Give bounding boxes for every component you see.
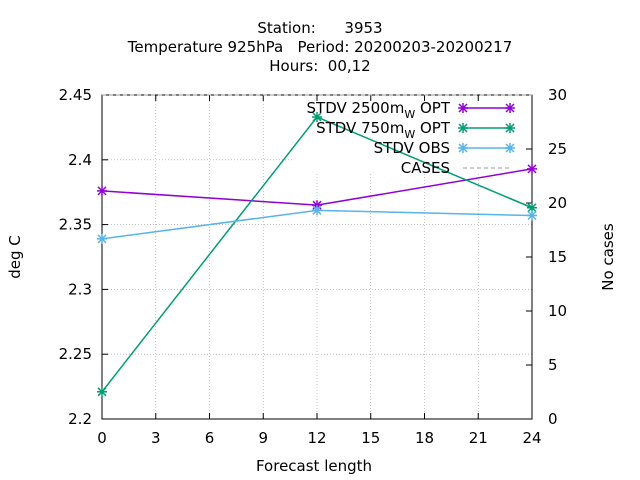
title-line-2: Temperature 925hPa Period: 20200203-2020… <box>127 38 513 56</box>
x-axis-ticks: 0 3 6 9 12 15 18 21 24 <box>97 95 542 447</box>
legend-label: STDV 2500mW OPT <box>307 99 451 121</box>
y-axis-ticks: 2.2 2.25 2.3 2.35 2.4 2.45 <box>59 86 108 428</box>
y-axis-label: deg C <box>6 235 24 279</box>
x-tick-label: 0 <box>97 429 107 447</box>
legend-label-main: STDV 2500m <box>307 99 405 117</box>
x-tick-label: 18 <box>415 429 434 447</box>
title-line-3: Hours: 00,12 <box>269 57 370 75</box>
y2-axis-ticks: 0 5 10 15 20 25 30 <box>526 86 567 428</box>
y-tick-label: 2.25 <box>59 345 92 363</box>
y2-axis-label: No cases <box>599 223 617 291</box>
x-tick-label: 9 <box>258 429 268 447</box>
grid <box>102 95 532 419</box>
x-tick-label: 3 <box>151 429 161 447</box>
series-2 <box>97 205 537 244</box>
legend-label-main: CASES <box>401 159 450 177</box>
x-tick-label: 21 <box>469 429 488 447</box>
legend-label: CASES <box>401 159 450 177</box>
y2-tick-label: 5 <box>548 356 558 374</box>
legend-label-main: STDV 750m <box>316 119 404 137</box>
legend-label-sub: W <box>404 128 415 141</box>
legend-label-tail: OPT <box>415 99 451 117</box>
series-0 <box>97 163 537 211</box>
y2-tick-label: 30 <box>548 86 567 104</box>
y-tick-label: 2.4 <box>68 151 92 169</box>
legend-entry: CASES <box>401 159 510 177</box>
legend-label-sub: W <box>404 108 415 121</box>
axes <box>101 94 533 420</box>
x-tick-label: 15 <box>361 429 380 447</box>
legend-entry: STDV 750mW OPT <box>316 119 515 141</box>
y-tick-label: 2.45 <box>59 86 92 104</box>
x-tick-label: 6 <box>205 429 215 447</box>
legend-label: STDV 750mW OPT <box>316 119 451 141</box>
legend-label-main: STDV OBS <box>374 139 450 157</box>
series-line <box>101 116 533 393</box>
legend-entry: STDV 2500mW OPT <box>307 99 515 121</box>
y2-tick-label: 15 <box>548 248 567 266</box>
x-axis-label: Forecast length <box>256 457 372 475</box>
x-tick-label: 12 <box>307 429 326 447</box>
series <box>97 94 537 397</box>
y-tick-label: 2.3 <box>68 280 92 298</box>
chart-title: Station: 3953 Temperature 925hPa Period:… <box>127 19 513 75</box>
y2-tick-label: 0 <box>548 410 558 428</box>
legend-entry: STDV OBS <box>374 139 515 157</box>
title-line-1: Station: 3953 <box>257 19 382 37</box>
y2-tick-label: 25 <box>548 140 567 158</box>
y-tick-label: 2.2 <box>68 410 92 428</box>
plot-frame <box>101 94 533 420</box>
legend-label: STDV OBS <box>374 139 450 157</box>
legend-label-tail: OPT <box>415 119 451 137</box>
y-tick-label: 2.35 <box>59 216 92 234</box>
y2-tick-label: 20 <box>548 194 567 212</box>
x-tick-label: 24 <box>522 429 541 447</box>
series-1 <box>97 112 537 397</box>
y2-tick-label: 10 <box>548 302 567 320</box>
